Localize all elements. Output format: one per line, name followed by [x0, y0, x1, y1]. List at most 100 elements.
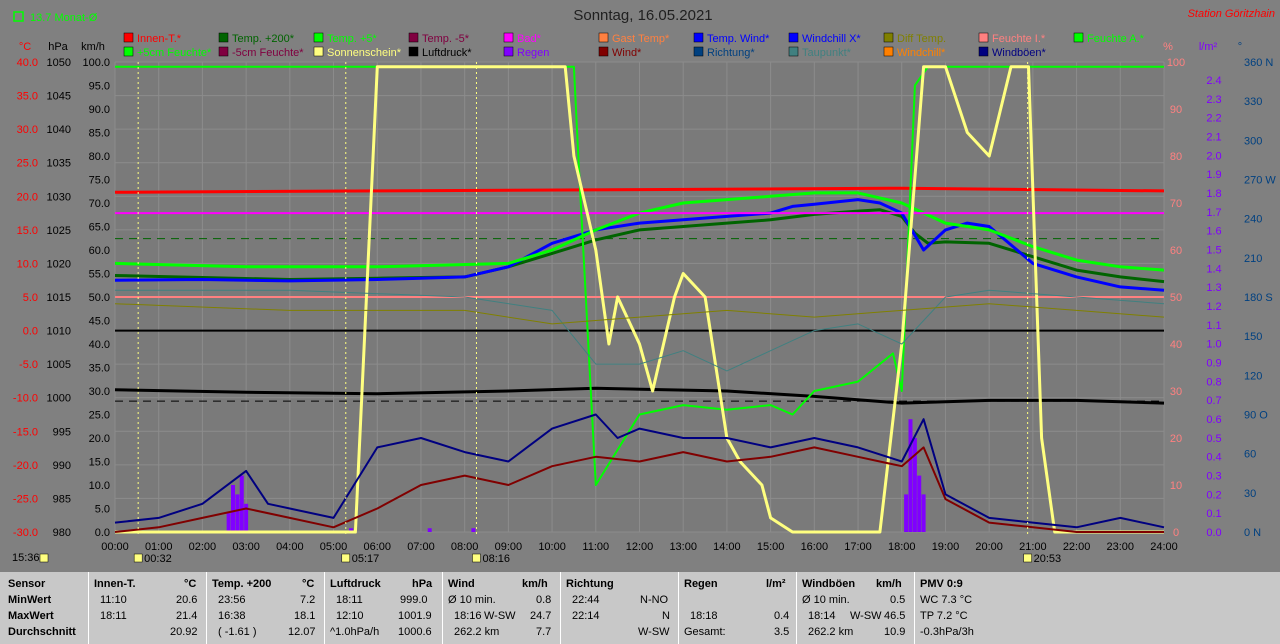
lm2-tick-label: 1.1: [1206, 320, 1221, 332]
legend-label: Temp. +5*: [327, 33, 378, 45]
pct-tick-label: 20: [1170, 433, 1182, 445]
deg-tick-label: 180 S: [1244, 292, 1273, 304]
footer-boeen-avg-value: 10.9: [884, 626, 906, 638]
lm2-tick-label: 1.5: [1206, 245, 1221, 257]
footer-min-label: MinWert: [8, 594, 52, 606]
lm2-tick-label: 1.6: [1206, 226, 1221, 238]
footer-regen-max-time: 18:18: [690, 610, 718, 622]
legend-swatch: [313, 32, 324, 43]
legend-swatch: [883, 46, 894, 57]
pct-tick-label: 10: [1170, 480, 1182, 492]
legend-swatch: [1073, 32, 1084, 43]
series-line-windboeen: [114, 413, 1165, 529]
lm2-tick-label: 0.4: [1206, 452, 1221, 464]
x-tick-label: 08:00: [451, 541, 479, 553]
deg-tick-label: 0 N: [1244, 527, 1261, 539]
x-tick-label: 04:00: [276, 541, 304, 553]
hpa-tick-label: 1000: [47, 393, 71, 405]
legend-label: Gast Temp*: [612, 33, 670, 45]
rain-bar: [349, 528, 354, 532]
legend-swatch: [598, 46, 609, 57]
lm2-tick-label: 0.7: [1206, 395, 1221, 407]
x-tick-label: 16:00: [801, 541, 829, 553]
footer-temp-avg-value: 12.07: [288, 626, 316, 638]
footer-temp-max-time: 16:38: [218, 610, 246, 622]
legend-swatch: [883, 32, 894, 43]
footer-temp-min-value: 7.2: [300, 594, 316, 606]
kmh-tick-label: 85.0: [89, 128, 110, 140]
kmh-tick-label: 45.0: [89, 316, 110, 328]
kmh-tick-label: 5.0: [95, 504, 110, 516]
footer-druck-min-time: 18:11: [336, 594, 363, 606]
lm2-tick-label: 2.3: [1206, 94, 1221, 106]
hpa-tick-label: 990: [53, 460, 71, 472]
footer-innen-max-time: 18:11: [100, 610, 127, 622]
legend-swatch: [123, 46, 134, 57]
legend-label: Richtung*: [707, 47, 755, 59]
temp-tick-label: -10.0: [13, 393, 38, 405]
footer-richtung-header: Richtung: [566, 578, 614, 590]
legend-label: Windchill X*: [802, 33, 861, 45]
x-tick-label: 09:00: [495, 541, 523, 553]
legend-swatch: [503, 46, 514, 57]
rain-bar: [231, 485, 236, 532]
chart-title: Sonntag, 16.05.2021: [573, 7, 712, 24]
sun-event-label: 05:17: [352, 553, 380, 565]
footer-richtung-min-time: 22:44: [572, 594, 600, 606]
footer-richtung-max-time: 22:14: [572, 610, 600, 622]
month-avg-label: 13.7 Monat-Ø: [30, 12, 98, 24]
deg-tick-label: 30: [1244, 488, 1256, 500]
footer-pmv-windchill: WC 7.3 °C: [920, 594, 973, 606]
footer-boeen-min-time: Ø 10 min.: [802, 594, 850, 606]
lm2-tick-label: 2.4: [1206, 75, 1221, 87]
footer-innen-header: Innen-T.: [94, 578, 136, 590]
lm2-tick-label: 0.2: [1206, 489, 1221, 501]
pct-tick-label: 0: [1173, 527, 1179, 539]
statistics-footer: Sensor MinWert MaxWert Durchschnitt Inne…: [0, 572, 1280, 644]
lm2-tick-label: 1.8: [1206, 188, 1221, 200]
footer-regen-unit: l/m²: [766, 578, 786, 590]
x-tick-label: 00:00: [101, 541, 129, 553]
hpa-tick-label: 1020: [47, 258, 71, 270]
deg-tick-label: 210: [1244, 253, 1262, 265]
kmh-tick-label: 30.0: [89, 386, 110, 398]
legend-label: Temp. -5*: [422, 33, 470, 45]
footer-temp-trend: ( -1.61 ): [218, 626, 257, 638]
legend-label: -5cm Feuchte*: [232, 47, 304, 59]
legend-swatch: [598, 32, 609, 43]
weather-chart: 00:00 01:00 02:00 03:00 04:00 05:00 06:00 07:00…: [12, 7, 1276, 565]
temp-tick-label: 10.0: [17, 258, 38, 270]
deg-tick-label: 90 O: [1244, 410, 1268, 422]
footer-druck-max-time: 12:10: [336, 610, 364, 622]
x-tick-label: 01:00: [145, 541, 173, 553]
footer-wind-max-value: 24.7: [530, 610, 552, 622]
month-avg-swatch: [13, 11, 24, 22]
footer-regen-max-value: 0.4: [774, 610, 790, 622]
kmh-tick-label: 75.0: [89, 175, 110, 187]
x-tick-label: 22:00: [1063, 541, 1091, 553]
footer-innen-unit: °C: [184, 578, 197, 590]
kmh-tick-label: 80.0: [89, 151, 110, 163]
kmh-tick-label: 95.0: [89, 81, 110, 93]
footer-druck-max-value: 1001.9: [398, 610, 432, 622]
pct-tick-label: 60: [1170, 245, 1182, 257]
lm2-tick-label: 1.4: [1206, 263, 1221, 275]
rain-bar: [921, 494, 926, 532]
deg-tick-label: 60: [1244, 449, 1256, 461]
station-name: Station Göritzhain: [1188, 8, 1275, 20]
x-tick-label: 02:00: [189, 541, 217, 553]
footer-boeen-max-time: 18:14: [808, 610, 836, 622]
footer-druck-trend: ^1.0hPa/h: [330, 626, 380, 638]
footer-temp-min-time: 23:56: [218, 594, 246, 606]
deg-tick-label: 330: [1244, 96, 1262, 108]
legend-swatch: [123, 32, 134, 43]
pct-tick-label: 30: [1170, 386, 1182, 398]
legend-label: Temp. Wind*: [707, 33, 770, 45]
legend-label: Feuchte I.*: [992, 33, 1046, 45]
rain-bars: [226, 419, 926, 532]
legend-swatch: [503, 32, 514, 43]
temp-tick-label: 35.0: [17, 91, 38, 103]
rain-bar: [917, 475, 922, 532]
lm2-tick-label: 0.3: [1206, 471, 1221, 483]
lm2-tick-label: 1.9: [1206, 169, 1221, 181]
